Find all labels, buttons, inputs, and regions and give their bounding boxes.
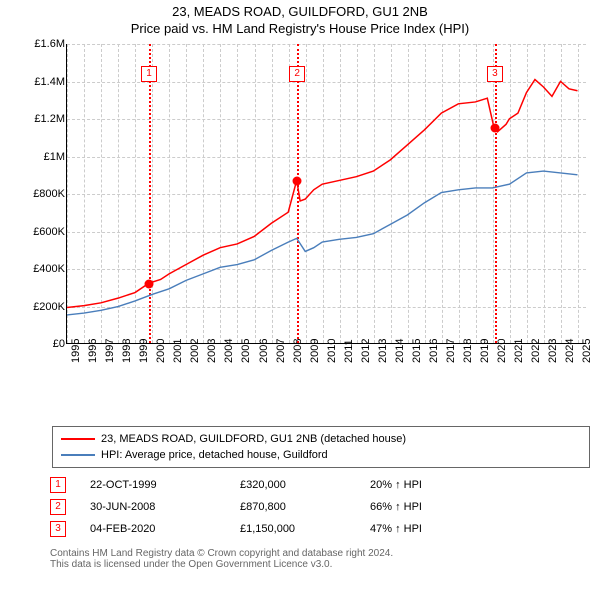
y-axis-label: £1.2M	[25, 113, 65, 125]
event-table-row: 3 04-FEB-2020£1,150,00047% ↑ HPI	[50, 518, 590, 540]
legend: 23, MEADS ROAD, GUILDFORD, GU1 2NB (deta…	[52, 426, 590, 468]
y-axis-label: £0	[25, 338, 65, 350]
event-marker-dot	[293, 176, 302, 185]
y-axis-label: £200K	[25, 301, 65, 313]
y-axis-label: £1M	[25, 151, 65, 163]
y-axis-label: £1.6M	[25, 38, 65, 50]
event-date: 30-JUN-2008	[90, 501, 240, 513]
event-price: £870,800	[240, 501, 370, 513]
event-pct: 66% ↑ HPI	[370, 501, 470, 513]
page-title: 23, MEADS ROAD, GUILDFORD, GU1 2NB	[0, 4, 600, 19]
footer-line: Contains HM Land Registry data © Crown c…	[50, 548, 590, 559]
event-pct: 47% ↑ HPI	[370, 523, 470, 535]
event-marker-dot	[145, 280, 154, 289]
legend-row: HPI: Average price, detached house, Guil…	[61, 447, 581, 463]
event-price: £320,000	[240, 479, 370, 491]
series-hpi	[67, 171, 577, 315]
footer-attribution: Contains HM Land Registry data © Crown c…	[50, 548, 590, 570]
event-number-box: 2	[50, 499, 66, 515]
page-subtitle: Price paid vs. HM Land Registry's House …	[0, 21, 600, 36]
y-axis-label: £400K	[25, 263, 65, 275]
series-property_price	[67, 80, 577, 308]
event-price: £1,150,000	[240, 523, 370, 535]
event-date: 22-OCT-1999	[90, 479, 240, 491]
event-marker-dot	[490, 124, 499, 133]
legend-label: HPI: Average price, detached house, Guil…	[101, 449, 328, 461]
event-table: 1 22-OCT-1999£320,00020% ↑ HPI 2 30-JUN-200…	[50, 474, 590, 540]
event-pct: 20% ↑ HPI	[370, 479, 470, 491]
y-axis-label: £600K	[25, 226, 65, 238]
y-axis-label: £1.4M	[25, 76, 65, 88]
legend-swatch	[61, 438, 95, 440]
price-chart: £0£200K£400K£600K£800K£1M£1.2M£1.4M£1.6M…	[40, 44, 600, 384]
event-table-row: 2 30-JUN-2008£870,80066% ↑ HPI	[50, 496, 590, 518]
event-number-box: 3	[50, 521, 66, 537]
y-axis-label: £800K	[25, 188, 65, 200]
legend-label: 23, MEADS ROAD, GUILDFORD, GU1 2NB (deta…	[101, 433, 406, 445]
event-number-box: 1	[50, 477, 66, 493]
event-table-row: 1 22-OCT-1999£320,00020% ↑ HPI	[50, 474, 590, 496]
event-date: 04-FEB-2020	[90, 523, 240, 535]
legend-swatch	[61, 454, 95, 456]
footer-line: This data is licensed under the Open Gov…	[50, 559, 590, 570]
legend-row: 23, MEADS ROAD, GUILDFORD, GU1 2NB (deta…	[61, 431, 581, 447]
